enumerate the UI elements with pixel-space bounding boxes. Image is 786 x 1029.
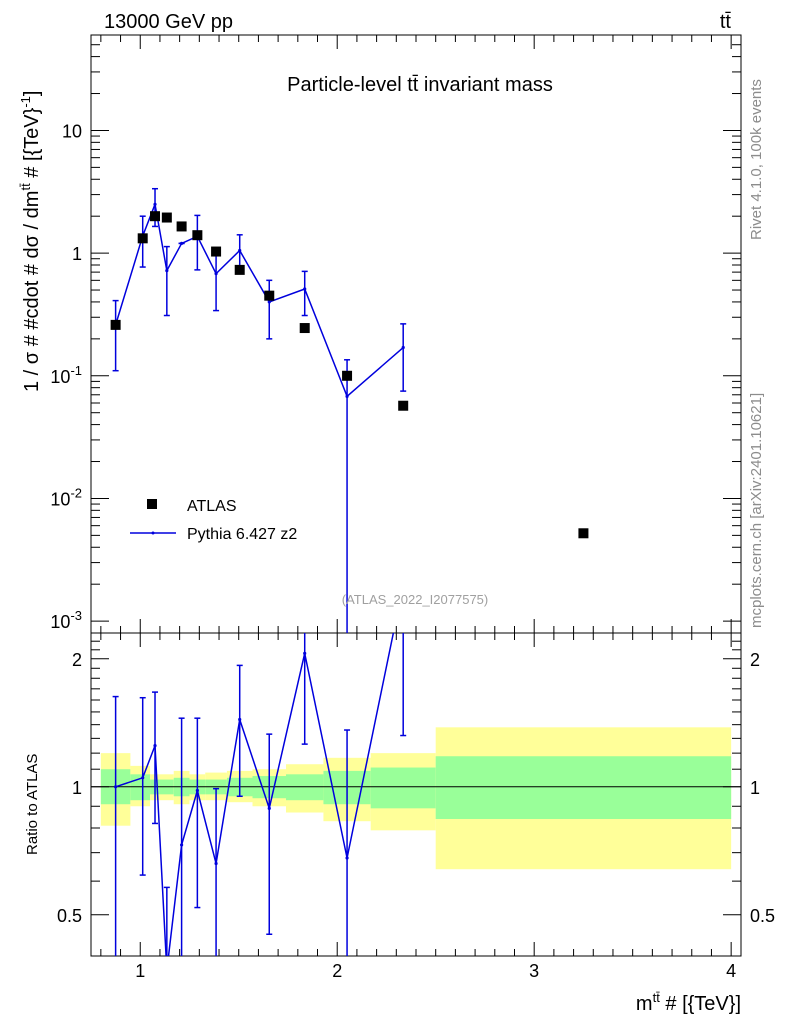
y-tick-label-main: 10 [62,121,82,141]
mc-point [345,394,349,398]
band-inner-12 [435,756,732,819]
legend-mc-marker [151,531,155,535]
data-point [211,246,222,257]
y-axis-label-main-end: ] [21,91,43,97]
x-tick-label: 2 [332,961,342,981]
y-tick-label-ratio-right: 1 [750,778,760,798]
mc-ratio-line [115,633,395,956]
y-axis-label-main-sup: tt̄ [18,183,33,191]
y-tick-label-base: 10 [50,612,70,632]
mc-ratio-point [214,861,218,866]
data-point [264,290,275,301]
mc-series-ratio [112,633,407,956]
process-label: tt̄ [720,11,732,33]
side-label-site: mcplots.cern.ch [arXiv:2401.10621] [748,393,765,628]
mc-ratio-point [303,651,307,655]
data-point [398,400,409,411]
mc-point [238,248,242,253]
mc-point [180,241,184,246]
data-point [234,264,245,275]
y-tick-label-main: 10-3 [50,608,82,632]
data-point [137,233,148,244]
x-axis-label-text: m [636,993,653,1015]
data-point [176,221,187,232]
mc-ratio-point [238,717,242,722]
y-axis-label-main: 1 / σ # #cdot # dσ / dmtt̄ # [{TeV}-1] [18,91,43,392]
legend-data-marker [147,499,157,509]
x-axis-label-tail: # [{TeV}] [660,993,741,1015]
data-point [192,230,203,241]
mc-line [114,201,404,398]
side-label-rivet: Rivet 4.1.0, 100k events [748,79,765,240]
mc-point [153,202,157,206]
data-series-main [110,211,589,539]
data-point [161,212,172,223]
data-point [299,323,310,334]
mc-series-main [112,187,407,633]
data-point [150,211,161,222]
mc-ratio-point [195,788,199,793]
mc-point [267,300,271,304]
mc-ratio-point [345,856,349,860]
y-tick-label-ratio-right: 0.5 [750,906,775,926]
legend-data-label: ATLAS [187,498,237,515]
legend-mc-label: Pythia 6.427 z2 [187,526,297,543]
y-tick-label-ratio: 1 [72,778,82,798]
y-tick-label-main: 10-1 [50,363,82,387]
y-tick-label-ratio-right: 2 [750,650,760,670]
x-tick-label: 1 [135,961,145,981]
plot-title: Particle-level tt̄ invariant mass [287,74,553,96]
mc-point [401,345,405,350]
y-axis-label-main-text: 1 / σ # #cdot # dσ / dm [21,191,43,392]
y-tick-label-base: 10 [50,367,70,387]
y-tick-label-base: 10 [50,489,70,509]
analysis-id: (ATLAS_2022_I2077575) [342,592,488,607]
y-axis-label-main-tail: # [{TeV} [21,107,43,183]
energy-label: 13000 GeV pp [104,11,233,33]
mc-ratio-point [153,743,157,748]
y-tick-label-exp: -1 [70,363,82,378]
x-axis-label-sup: tt̄ [653,990,661,1005]
y-axis-label-ratio: Ratio to ATLAS [24,754,41,855]
legend: ATLAS Pythia 6.427 z2 [130,498,297,543]
x-axis-ticks: 1 2 3 4 [100,35,736,981]
y-axis-label-main-tail-sup: -1 [18,96,33,108]
y-tick-label-main: 1 [72,244,82,264]
mc-ratio-point [114,785,118,789]
y-tick-label-ratio: 2 [72,650,82,670]
y-tick-label-exp: -2 [70,485,82,500]
data-point [578,528,589,539]
mc-ratio-point [180,843,184,847]
mc-point [165,269,169,273]
data-point [342,370,353,381]
x-tick-label: 4 [726,961,736,981]
band-inner-11 [370,767,436,809]
x-tick-label: 3 [529,961,539,981]
y-tick-label-ratio: 0.5 [57,906,82,926]
main-frame [90,34,742,634]
mc-point [214,272,218,276]
mc-point [303,287,307,291]
y-tick-label-exp: -3 [70,608,82,623]
x-axis-label: mtt̄ # [{TeV}] [636,990,741,1015]
data-point [110,319,121,330]
y-tick-label-main: 10-2 [50,485,82,509]
y-axis-ticks-ratio: 0.5 0.5 1 1 2 2 [57,640,775,957]
mc-ratio-point [141,776,145,780]
mc-ratio-point [267,806,271,810]
